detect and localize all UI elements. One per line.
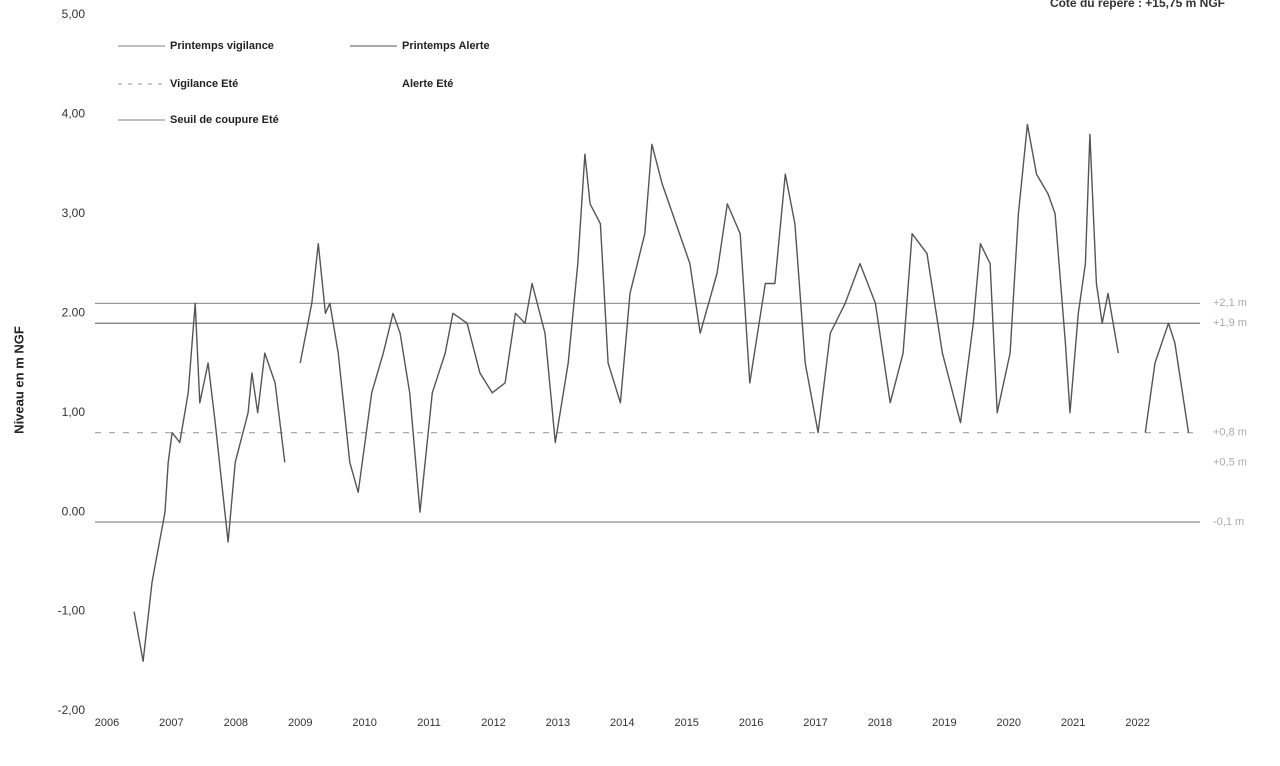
x-tick-label: 2018 bbox=[868, 717, 892, 729]
threshold-label: +0,5 m bbox=[1213, 456, 1247, 468]
y-tick-label: 3,00 bbox=[62, 206, 86, 220]
legend-label: Printemps Alerte bbox=[402, 40, 490, 52]
legend-label: Seuil de coupure Eté bbox=[170, 114, 279, 126]
x-tick-label: 2022 bbox=[1125, 717, 1149, 729]
y-tick-label: 2.00 bbox=[62, 305, 86, 319]
legend-label: Vigilance Eté bbox=[170, 78, 238, 90]
x-tick-label: 2017 bbox=[803, 717, 827, 729]
x-tick-label: 2006 bbox=[95, 717, 119, 729]
x-tick-label: 2008 bbox=[224, 717, 248, 729]
x-tick-label: 2012 bbox=[481, 717, 505, 729]
y-tick-label: -1,00 bbox=[58, 604, 86, 618]
level-line bbox=[1144, 322, 1190, 433]
legend-label: Printemps vigilance bbox=[170, 40, 274, 52]
x-tick-label: 2009 bbox=[288, 717, 312, 729]
threshold-label: -0,1 m bbox=[1213, 516, 1244, 528]
y-tick-label: -2,00 bbox=[58, 703, 86, 717]
x-tick-label: 2011 bbox=[417, 717, 441, 729]
x-tick-label: 2016 bbox=[739, 717, 763, 729]
threshold-label: +2,1 m bbox=[1213, 297, 1247, 309]
threshold-label: +1,9 m bbox=[1213, 317, 1247, 329]
y-tick-label: 0.00 bbox=[62, 504, 86, 518]
level-line bbox=[299, 123, 1119, 513]
x-tick-label: 2020 bbox=[997, 717, 1021, 729]
x-tick-label: 2007 bbox=[159, 717, 183, 729]
x-tick-label: 2010 bbox=[352, 717, 376, 729]
threshold-label: +0,8 m bbox=[1213, 427, 1247, 439]
y-tick-label: 1,00 bbox=[62, 405, 86, 419]
y-axis-label: Niveau en m NGF bbox=[11, 326, 26, 434]
x-tick-label: 2021 bbox=[1061, 717, 1085, 729]
level-line bbox=[133, 302, 286, 662]
legend-label: Alerte Eté bbox=[402, 78, 453, 90]
x-tick-label: 2015 bbox=[674, 717, 698, 729]
y-tick-label: 5,00 bbox=[62, 7, 86, 21]
y-tick-label: 4,00 bbox=[62, 107, 86, 121]
chart-title: Cote du repère : +15,75 m NGF bbox=[1050, 0, 1225, 10]
x-tick-label: 2019 bbox=[932, 717, 956, 729]
x-tick-label: 2014 bbox=[610, 717, 634, 729]
x-tick-label: 2013 bbox=[546, 717, 570, 729]
